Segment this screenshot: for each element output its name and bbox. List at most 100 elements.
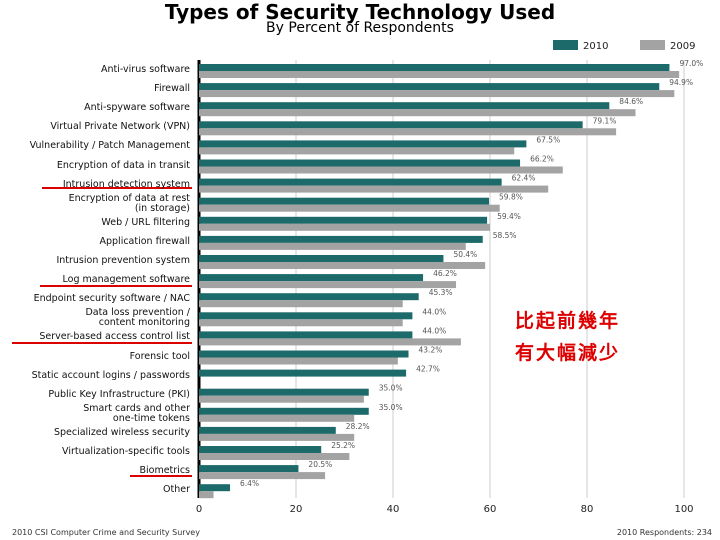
respondents: 2010 Respondents: 234 <box>616 528 712 537</box>
x-tick-label: 0 <box>196 504 202 515</box>
bar <box>199 223 490 231</box>
category-label: Static account logins / passwords <box>31 369 190 381</box>
bar <box>199 446 322 453</box>
value-label: 59.4% <box>497 212 521 221</box>
value-label: 97.0% <box>679 59 703 68</box>
bar <box>199 414 355 422</box>
value-label: 20.5% <box>308 460 332 469</box>
bar <box>199 71 680 78</box>
value-label: 28.2% <box>346 422 370 431</box>
bar <box>199 166 563 174</box>
legend-swatch <box>553 40 578 50</box>
category-label: Application firewall <box>99 235 191 247</box>
category-label: Smart cards and other one-time tokens <box>83 402 190 424</box>
bar <box>199 185 549 193</box>
value-label: 45.3% <box>429 288 453 297</box>
bar <box>199 433 355 441</box>
bar <box>199 102 610 110</box>
category-label: Intrusion detection system <box>62 178 190 190</box>
category-label: Endpoint security software / NAC <box>33 293 190 305</box>
value-label: 66.2% <box>530 155 554 164</box>
bar <box>199 178 502 186</box>
bar <box>199 140 527 148</box>
bar <box>199 197 490 205</box>
category-label: Virtual Private Network (VPN) <box>50 121 190 133</box>
bar <box>199 204 500 212</box>
category-label: Data loss prevention / content monitorin… <box>85 307 190 329</box>
bar <box>199 312 413 320</box>
category-label: Encryption of data in transit <box>56 159 190 171</box>
x-tick-label: 100 <box>674 504 693 515</box>
x-tick-label: 20 <box>290 504 303 515</box>
bar <box>199 465 299 473</box>
value-label: 6.4% <box>240 479 259 488</box>
legend-swatch <box>640 40 665 50</box>
value-label: 79.1% <box>593 116 617 125</box>
category-label: Forensic tool <box>129 350 190 362</box>
category-label: Server-based access control list <box>39 331 190 343</box>
annotation: 比起前幾年 有大幅減少 <box>515 310 621 364</box>
bar <box>199 472 326 480</box>
bar <box>199 491 214 499</box>
value-label: 62.4% <box>512 174 536 183</box>
bar <box>199 357 398 365</box>
x-tick-label: 60 <box>484 504 497 515</box>
x-tick-label: 80 <box>581 504 594 515</box>
x-tick-label: 40 <box>387 504 400 515</box>
value-label: 50.4% <box>453 250 477 259</box>
bar <box>199 90 675 98</box>
chart-title: Types of Security Technology Used <box>164 0 556 24</box>
bar <box>199 262 486 269</box>
bar <box>199 147 515 155</box>
bar <box>199 426 336 434</box>
category-label: Public Key Infrastructure (PKI) <box>48 388 190 400</box>
bar <box>199 453 350 460</box>
value-label: 42.7% <box>416 365 440 374</box>
category-label: Anti-virus software <box>100 64 190 75</box>
value-label: 44.0% <box>422 307 446 316</box>
bar <box>199 350 409 358</box>
bar <box>199 484 231 492</box>
value-label: 84.6% <box>619 97 643 106</box>
bar <box>199 281 457 289</box>
category-label: Firewall <box>154 83 190 95</box>
bar <box>199 300 403 308</box>
category-label: Other <box>163 484 190 496</box>
source: 2010 CSI Computer Crime and Security Sur… <box>12 528 200 537</box>
value-label: 35.0% <box>379 403 403 412</box>
bar <box>199 331 413 339</box>
bar <box>199 159 521 167</box>
value-label: 67.5% <box>536 135 560 144</box>
category-label: Biometrics <box>139 465 190 477</box>
bar <box>199 395 364 403</box>
bar <box>199 242 466 250</box>
category-label: Vulnerability / Patch Management <box>29 140 190 152</box>
value-label: 43.2% <box>419 346 443 355</box>
chart-subtitle: By Percent of Respondents <box>266 20 454 36</box>
bar <box>199 407 369 415</box>
bar <box>199 255 444 262</box>
bar <box>199 319 403 327</box>
bar <box>199 64 670 71</box>
category-label: Anti-spyware software <box>84 102 190 114</box>
bar <box>199 338 461 346</box>
bar <box>199 274 424 282</box>
value-label: 58.5% <box>493 231 517 240</box>
bar <box>199 235 483 243</box>
category-label: Specialized wireless security <box>53 426 190 438</box>
category-label: Intrusion prevention system <box>56 255 190 266</box>
value-label: 59.8% <box>499 193 523 202</box>
value-label: 25.2% <box>331 441 355 450</box>
value-label: 94.9% <box>669 78 693 87</box>
category-label: Encryption of data at rest (in storage) <box>68 192 190 214</box>
bar <box>199 293 419 301</box>
legend-label: 2009 <box>670 41 695 52</box>
value-label: 35.0% <box>379 384 403 393</box>
category-label: Virtualization-specific tools <box>62 446 190 457</box>
value-label: 44.0% <box>422 326 446 335</box>
bar <box>199 369 407 377</box>
legend-label: 2010 <box>583 41 608 52</box>
category-label: Log management software <box>62 274 190 286</box>
